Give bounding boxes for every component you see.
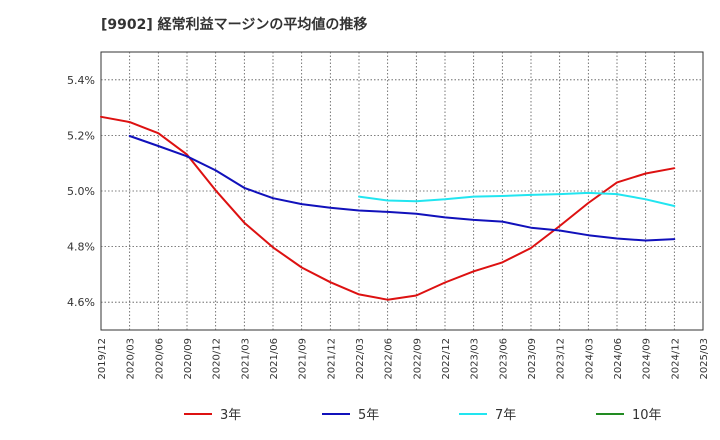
y-tick-label: 4.8% <box>67 241 95 254</box>
x-tick-label: 2024/06 <box>613 338 624 380</box>
x-tick-label: 2025/03 <box>699 338 710 380</box>
legend-label: 3年 <box>220 408 241 423</box>
x-axis-ticks: 2019/12 2020/03 2020/06 2020/09 2020/12 2021/… <box>97 338 710 380</box>
legend-item: 10年 <box>596 408 662 423</box>
series-line-2 <box>128 135 676 242</box>
x-tick-label: 2023/09 <box>527 338 538 380</box>
x-tick-label: 2023/06 <box>498 338 509 380</box>
legend: 3年 5年 7年 10年 <box>184 408 662 423</box>
legend-item: 5年 <box>322 408 379 423</box>
x-tick-label: 2022/03 <box>355 338 366 380</box>
x-tick-label: 2020/03 <box>126 338 137 380</box>
x-tick-label: 2020/12 <box>212 338 223 380</box>
y-tick-label: 5.2% <box>67 129 95 142</box>
x-tick-label: 2022/12 <box>441 338 452 380</box>
series-line-1 <box>100 115 676 301</box>
x-tick-label: 2022/06 <box>384 338 395 380</box>
y-tick-label: 5.4% <box>67 74 95 87</box>
x-tick-label: 2020/09 <box>183 338 194 380</box>
legend-label: 7年 <box>495 408 516 423</box>
x-tick-label: 2021/12 <box>326 338 337 380</box>
series-lines <box>100 115 676 301</box>
x-tick-label: 2020/06 <box>154 338 165 380</box>
series-line-3 <box>358 191 676 207</box>
y-axis-ticks: 4.6% 4.8% 5.0% 5.2% 5.4% <box>67 74 95 309</box>
x-tick-label: 2024/12 <box>670 338 681 380</box>
legend-item: 7年 <box>459 408 516 423</box>
legend-item: 3年 <box>184 408 241 423</box>
x-tick-label: 2024/03 <box>584 338 595 380</box>
chart-title: [9902] 経常利益マージンの平均値の推移 <box>101 17 368 33</box>
x-tick-label: 2024/09 <box>642 338 653 380</box>
x-tick-label: 2019/12 <box>97 338 108 380</box>
legend-label: 10年 <box>632 408 662 423</box>
x-tick-label: 2023/03 <box>470 338 481 380</box>
y-tick-label: 4.6% <box>67 296 95 309</box>
x-tick-label: 2021/03 <box>240 338 251 380</box>
x-tick-label: 2021/09 <box>298 338 309 380</box>
x-tick-label: 2023/12 <box>556 338 567 380</box>
legend-label: 5年 <box>358 408 379 423</box>
x-tick-label: 2021/06 <box>269 338 280 380</box>
gridlines <box>101 52 703 330</box>
x-tick-label: 2022/09 <box>412 338 423 380</box>
y-tick-label: 5.0% <box>67 185 95 198</box>
